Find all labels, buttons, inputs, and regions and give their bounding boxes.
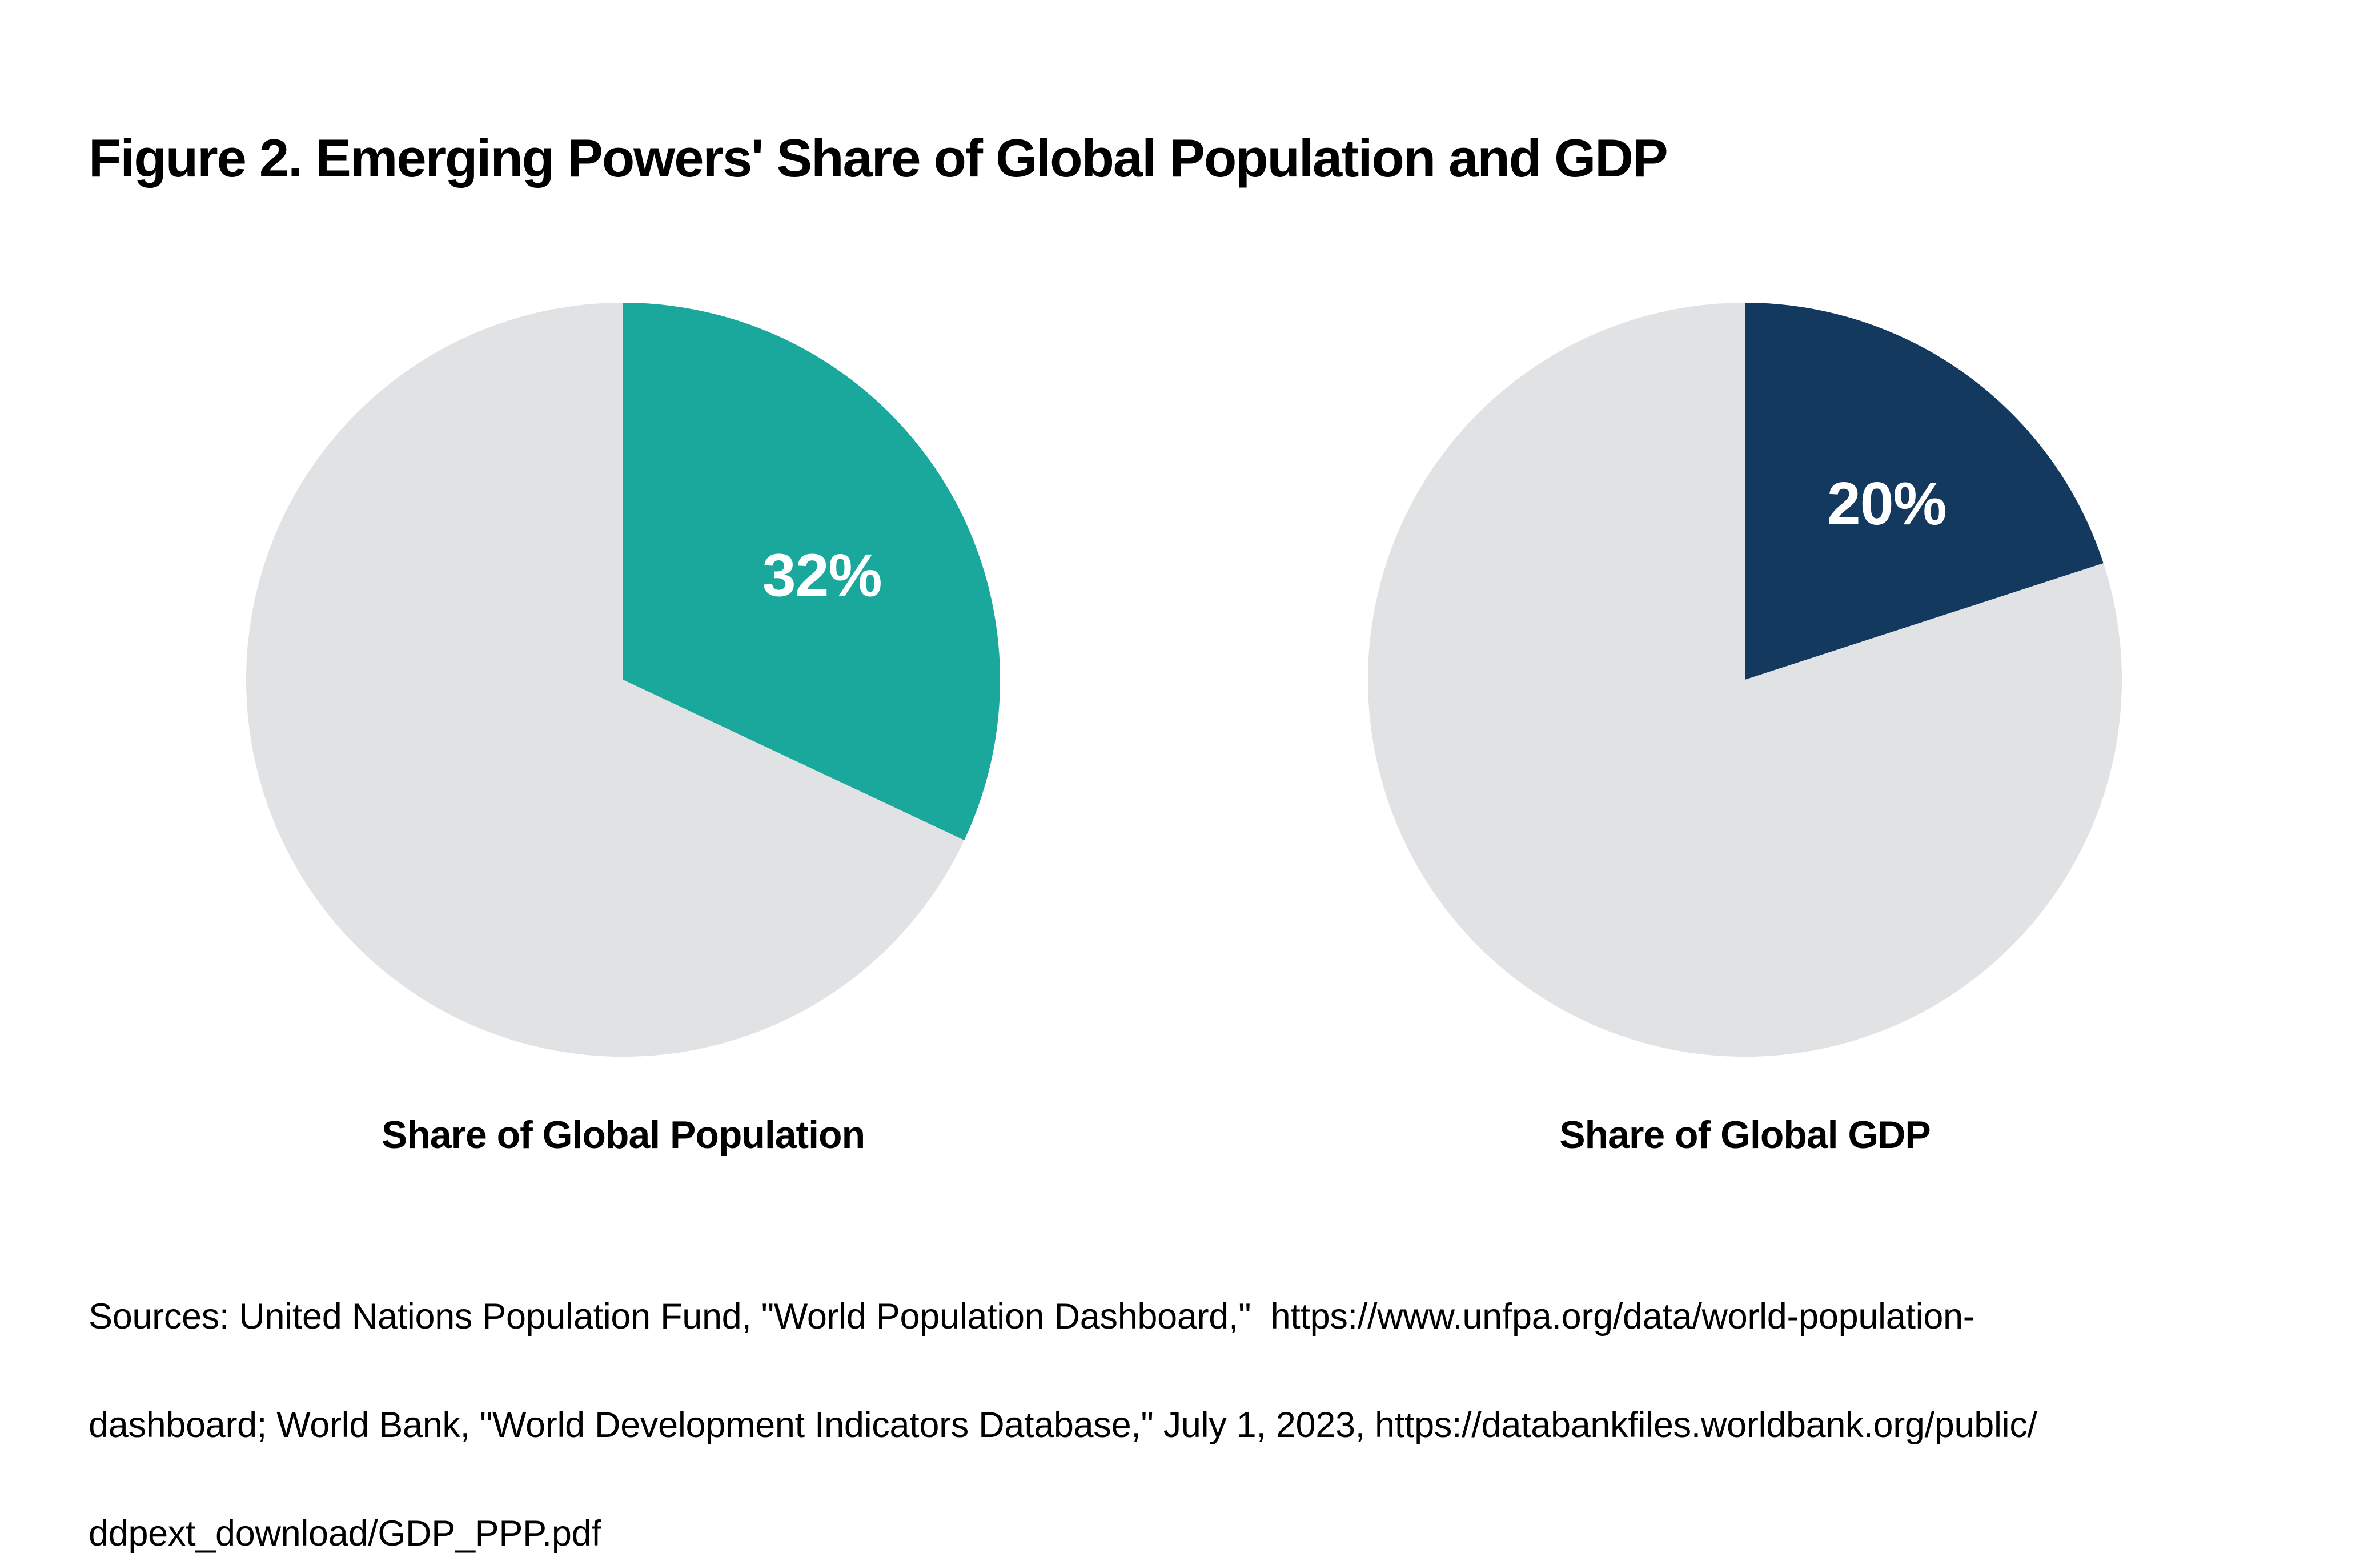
pie-chart-population: 32% Share of Global Population: [246, 303, 1000, 1228]
pie-chart-gdp: 20% Share of Global GDP: [1368, 303, 2122, 1228]
gdp-chart-caption: Share of Global GDP: [1559, 1113, 1931, 1157]
gdp-slice-value-label: 20%: [1827, 470, 1946, 537]
population-chart-caption: Share of Global Population: [381, 1113, 865, 1157]
source-note: Sources: United Nations Population Fund,…: [89, 1290, 2316, 1561]
figure-title: Figure 2. Emerging Powers' Share of Glob…: [89, 128, 1668, 188]
gdp-pie-highlight-slice: [1745, 303, 2104, 680]
source-note-line-2: dashboard; World Bank, "World Developmen…: [89, 1405, 2037, 1445]
population-pie-svg: 32%: [246, 303, 1000, 1057]
population-pie-highlight-slice: [623, 303, 1000, 840]
source-note-line-3: ddpext_download/GDP_PPP.pdf: [89, 1514, 601, 1554]
population-slice-value-label: 32%: [762, 541, 882, 609]
gdp-pie-svg: 20%: [1368, 303, 2122, 1057]
source-note-line-1: Sources: United Nations Population Fund,…: [89, 1297, 1975, 1337]
